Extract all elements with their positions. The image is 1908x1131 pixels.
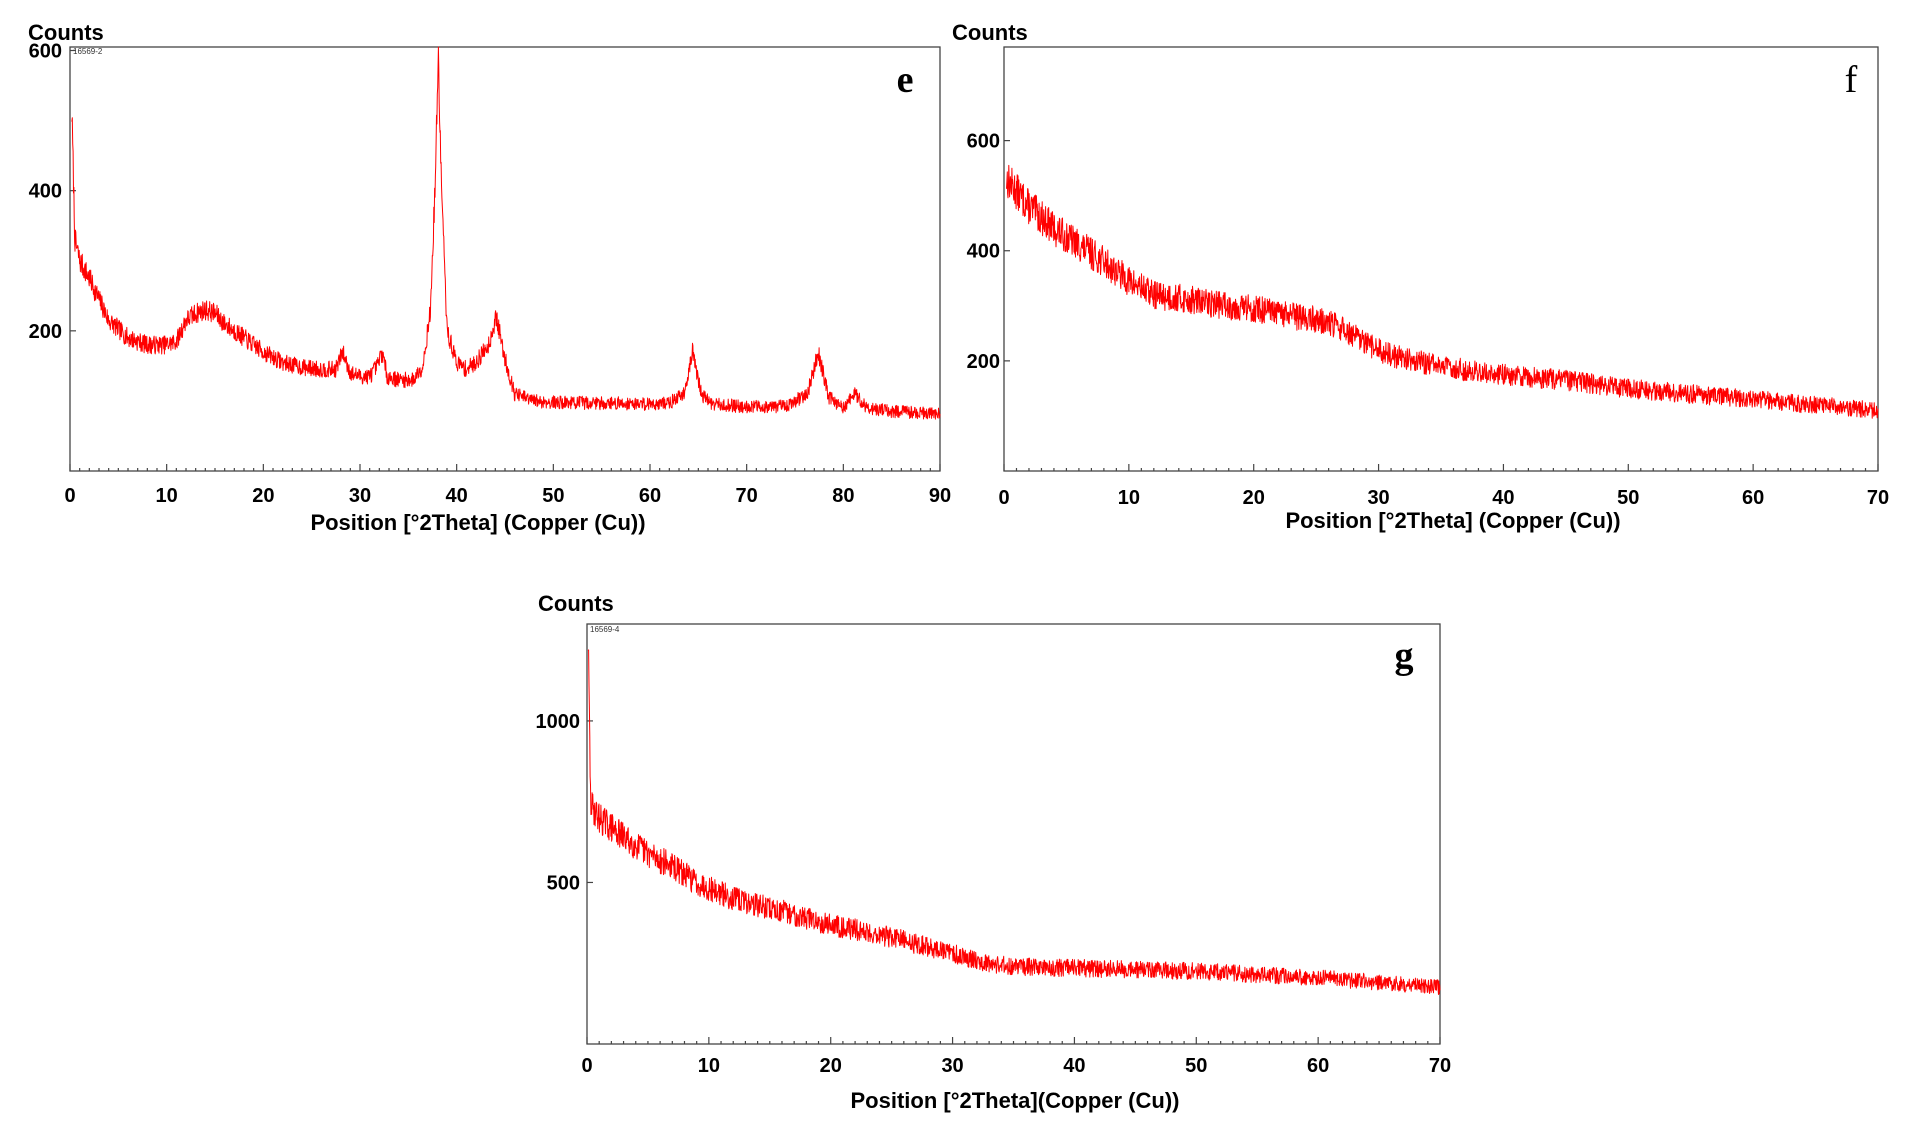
x-tick-label: 20 [820, 1055, 842, 1077]
x-axis-label: Position [°2Theta] (Copper (Cu)) [310, 510, 645, 535]
x-tick-label: 90 [929, 485, 951, 507]
y-axis-label: Counts [952, 20, 1028, 45]
x-tick-label: 10 [1118, 487, 1140, 509]
x-tick-label: 40 [1492, 487, 1514, 509]
y-axis-label: Counts [538, 591, 614, 616]
x-tick-label: 50 [1185, 1055, 1207, 1077]
sample-label: 16569-2 [73, 47, 103, 56]
x-tick-label: 60 [1742, 487, 1764, 509]
y-tick-label: 600 [29, 41, 62, 63]
x-tick-label: 30 [349, 485, 371, 507]
x-tick-label: 40 [446, 485, 468, 507]
x-tick-label: 20 [1243, 487, 1265, 509]
y-tick-label: 200 [29, 321, 62, 343]
x-tick-label: 50 [542, 485, 564, 507]
axis-ticks: 0 10 20 30 40 50 60 70 500 1000 [536, 711, 1452, 1077]
x-tick-label: 80 [832, 485, 854, 507]
panel-letter: g [1395, 635, 1414, 677]
xrd-trace [71, 46, 941, 420]
x-tick-label: 0 [998, 487, 1009, 509]
sample-label: 16569-4 [590, 625, 620, 634]
x-tick-label: 0 [64, 485, 75, 507]
panel-letter: e [897, 59, 914, 101]
panel-letter: f [1845, 59, 1858, 101]
axis-ticks: 0 10 20 30 40 50 60 70 200 400 600 [967, 131, 1890, 509]
x-tick-label: 30 [1367, 487, 1389, 509]
x-tick-label: 30 [941, 1055, 963, 1077]
x-axis-label: Position [°2Theta](Copper (Cu)) [851, 1088, 1180, 1113]
xrd-trace [1006, 164, 1879, 419]
y-tick-label: 600 [967, 131, 1000, 153]
y-tick-label: 1000 [536, 711, 581, 733]
y-tick-label: 200 [967, 351, 1000, 373]
x-tick-label: 10 [156, 485, 178, 507]
series-line [71, 46, 941, 420]
plot-frame [1003, 46, 1879, 472]
chart-panel-f: Counts f 0 10 20 30 40 50 60 70 200 400 600 Positi… [952, 20, 1889, 533]
x-tick-label: 10 [698, 1055, 720, 1077]
x-tick-label: 70 [1867, 487, 1889, 509]
axis-ticks: 0 10 20 30 40 50 60 70 80 90 200 400 600 [29, 41, 952, 507]
x-tick-label: 60 [639, 485, 661, 507]
x-axis-label: Position [°2Theta] (Copper (Cu)) [1285, 508, 1620, 533]
x-tick-label: 40 [1063, 1055, 1085, 1077]
x-tick-label: 50 [1617, 487, 1639, 509]
x-tick-label: 70 [736, 485, 758, 507]
y-tick-label: 500 [547, 872, 580, 894]
y-tick-label: 400 [29, 181, 62, 203]
chart-panel-e: Counts 16569-2 e 0 10 20 30 40 50 60 70 80 90 200 4… [28, 20, 951, 535]
x-tick-label: 20 [252, 485, 274, 507]
series-line [587, 649, 1441, 995]
plot-frame [69, 46, 941, 472]
x-tick-label: 70 [1429, 1055, 1451, 1077]
chart-panel-g: Counts 16569-4 g 0 10 20 30 40 50 60 705001000 … [536, 591, 1452, 1113]
xrd-trace [587, 649, 1441, 995]
y-axis-label: Counts [28, 20, 104, 45]
y-tick-label: 400 [967, 241, 1000, 263]
x-tick-label: 60 [1307, 1055, 1329, 1077]
x-tick-label: 0 [581, 1055, 592, 1077]
series-line [1006, 164, 1879, 419]
